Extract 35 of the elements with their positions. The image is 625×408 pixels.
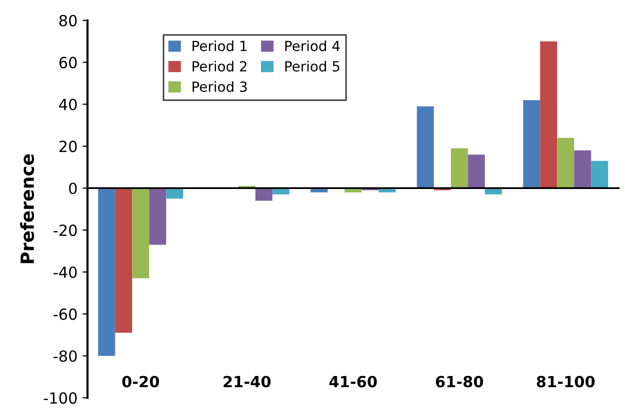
- y-tick-label: 60: [59, 56, 77, 68]
- bar: [149, 188, 166, 245]
- y-tick-label: 20: [59, 140, 77, 152]
- y-tick-label: -100: [44, 392, 77, 404]
- y-tick-label: -60: [54, 308, 77, 320]
- y-tick-label: -20: [54, 224, 77, 236]
- bar: [523, 100, 540, 188]
- bar: [540, 41, 558, 188]
- bar: [468, 154, 485, 188]
- bar: [98, 188, 116, 356]
- bar: [591, 160, 608, 188]
- y-tick-label: 0: [69, 182, 77, 194]
- bar: [574, 150, 592, 188]
- x-tick-label: 21-40: [224, 376, 271, 388]
- bar: [166, 188, 184, 199]
- legend-label: Period 2: [192, 60, 246, 72]
- legend-label: Period 5: [285, 60, 340, 72]
- x-tick-label: 0-20: [122, 376, 160, 388]
- x-tick-label: 61-80: [436, 376, 484, 388]
- bar: [255, 188, 272, 201]
- legend-label: Period 1: [192, 40, 247, 52]
- x-tick-label: 41-60: [329, 376, 377, 388]
- bar: [416, 106, 434, 188]
- y-tick-label: -40: [54, 266, 77, 278]
- y-tick-label: -80: [54, 350, 77, 362]
- bar: [450, 148, 468, 188]
- legend-label: Period 4: [285, 40, 340, 52]
- y-axis-title: Preference: [20, 154, 34, 264]
- legend-label: Period 3: [192, 81, 247, 92]
- bar: [132, 188, 150, 278]
- y-tick-label: 80: [59, 14, 77, 26]
- bar: [115, 188, 132, 333]
- x-tick-label: 81-100: [536, 376, 595, 388]
- bar: [557, 138, 574, 188]
- y-tick-label: 40: [59, 98, 77, 110]
